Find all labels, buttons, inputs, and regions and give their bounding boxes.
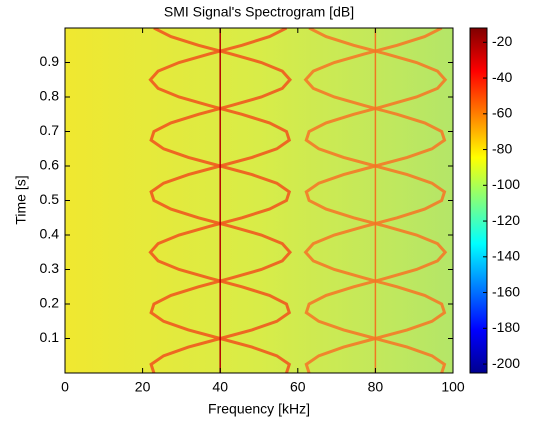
y-tick-label: 0.7 — [40, 122, 60, 138]
y-tick-label: 0.1 — [40, 329, 60, 345]
colorbar-tick-label: -180 — [492, 319, 520, 335]
x-tick-label: 60 — [290, 379, 306, 395]
y-tick-label: 0.5 — [40, 191, 60, 207]
chart-title: SMI Signal's Spectrogram [dB] — [164, 4, 354, 20]
spectral-curve — [303, 28, 448, 373]
y-tick-label: 0.9 — [40, 53, 60, 69]
y-tick-label: 0.6 — [40, 157, 60, 173]
plot-background — [65, 28, 453, 373]
y-tick-label: 0.3 — [40, 260, 60, 276]
y-axis-label: Time [s] — [13, 175, 29, 224]
y-tick-label: 0.2 — [40, 295, 60, 311]
y-tick-label: 0.4 — [40, 226, 60, 242]
colorbar-tick-label: -140 — [492, 248, 520, 264]
colorbar-tick-label: -80 — [492, 140, 512, 156]
x-tick-label: 0 — [61, 379, 69, 395]
x-tick-label: 100 — [441, 379, 465, 395]
spectral-curve — [148, 28, 293, 373]
colorbar-tick-label: -100 — [492, 176, 520, 192]
x-tick-label: 20 — [135, 379, 151, 395]
plot-area — [148, 28, 448, 373]
spectral-curve — [303, 28, 448, 373]
colorbar-tick-label: -40 — [492, 69, 512, 85]
colorbar-tick-label: -200 — [492, 355, 520, 371]
x-tick-label: 80 — [368, 379, 384, 395]
colorbar-tick-label: -20 — [492, 33, 512, 49]
colorbar-tick-label: -120 — [492, 212, 520, 228]
x-tick-label: 40 — [212, 379, 228, 395]
colorbar-tick-label: -160 — [492, 283, 520, 299]
spectral-curve — [148, 28, 293, 373]
y-tick-label: 0.8 — [40, 88, 60, 104]
colorbar — [469, 27, 488, 374]
x-axis-label: Frequency [kHz] — [208, 401, 310, 417]
colorbar-tick-label: -60 — [492, 105, 512, 121]
